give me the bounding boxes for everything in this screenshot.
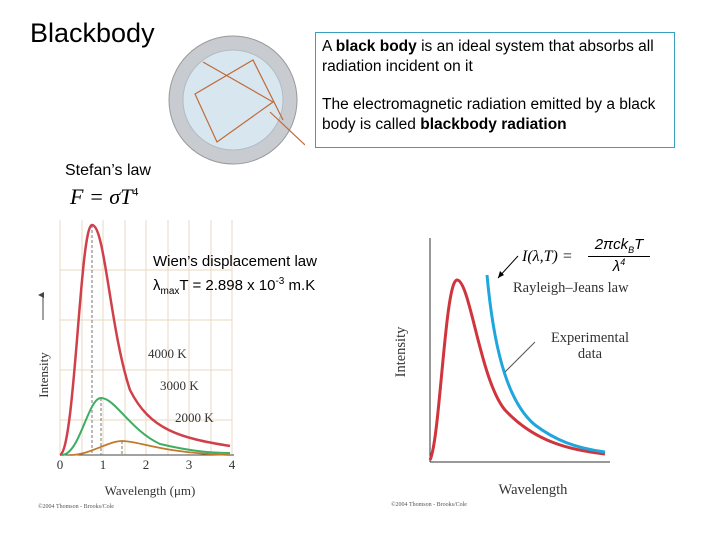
- curve-label: 2000 K: [175, 410, 214, 425]
- x-tick-label: 2: [143, 457, 150, 472]
- text: λ: [612, 258, 621, 275]
- y-axis-label: Intensity: [36, 352, 51, 398]
- text: The electromagnetic radiation emitted by…: [322, 96, 656, 133]
- text: blackbody radiation: [420, 116, 567, 133]
- stefan-label: Stefan’s law: [65, 162, 151, 179]
- formula: F = σT: [70, 184, 133, 209]
- text: B: [628, 245, 635, 255]
- wien-formula: λmaxT = 2.898 x 10-3 m.K: [153, 276, 315, 297]
- x-tick-label: 3: [186, 457, 193, 472]
- x-tick-label: 0: [57, 457, 64, 472]
- right-chart: Rayleigh–Jeans law Experimental data Wav…: [391, 238, 629, 508]
- stefan-formula: F = σT4: [70, 184, 138, 210]
- wien-label: Wien’s displacement law: [153, 253, 317, 270]
- x-tick-label: 4: [229, 457, 236, 472]
- text: max: [160, 286, 180, 297]
- text: λ: [153, 277, 161, 294]
- credit: ©2004 Thomson - Brooks/Cole: [38, 503, 114, 510]
- x-tick-label: 1: [100, 457, 107, 472]
- text: T = 2.898 x 10: [179, 277, 276, 294]
- title: Blackbody: [30, 18, 155, 48]
- text: -3: [275, 276, 285, 287]
- rj-formula-lhs: I(λ,T) =: [522, 248, 573, 265]
- text: T: [634, 236, 644, 253]
- y-axis-label: Intensity: [393, 326, 409, 377]
- rj-formula-fraction: 2πckBT λ4: [588, 236, 650, 275]
- x-axis-label: Wavelength (μm): [105, 483, 196, 498]
- text: black body: [335, 38, 417, 55]
- text: 2πck: [594, 236, 629, 253]
- credit: ©2004 Thomson - Brooks/Cole: [391, 501, 467, 508]
- text: A: [322, 38, 336, 55]
- axis: 0 1 2 3 4 Wavelength (μm) Intensity 4000…: [36, 346, 236, 498]
- x-axis-label: Wavelength: [499, 482, 569, 498]
- curve-label: 4000 K: [148, 346, 187, 361]
- annotation: data: [578, 346, 603, 362]
- exponent: 4: [132, 184, 139, 199]
- curve-label: 3000 K: [160, 378, 199, 393]
- left-chart: 0 1 2 3 4 Wavelength (μm) Intensity 4000…: [36, 220, 236, 510]
- definition-box: A black body is an ideal system that abs…: [315, 32, 675, 148]
- text: m.K: [284, 277, 316, 294]
- sphere-illustration: [168, 35, 305, 165]
- annotation: Rayleigh–Jeans law: [513, 280, 629, 296]
- annotation: Experimental: [551, 330, 629, 346]
- text: is an ideal system that absorbs all radi…: [322, 38, 654, 75]
- text: 4: [620, 257, 626, 267]
